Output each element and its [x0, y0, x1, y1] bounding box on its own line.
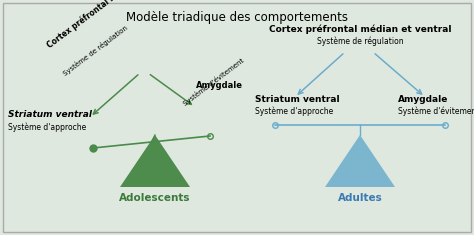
- Text: Système d'évitement: Système d'évitement: [182, 57, 246, 107]
- Text: Amygdale: Amygdale: [196, 81, 243, 90]
- Polygon shape: [325, 135, 395, 187]
- Text: Striatum ventral: Striatum ventral: [8, 110, 92, 119]
- Text: Système de régulation: Système de régulation: [317, 37, 403, 47]
- Text: Adolescents: Adolescents: [119, 193, 191, 203]
- Text: Système d'évitement: Système d'évitement: [398, 107, 474, 117]
- Text: Cortex préfrontal médian et ventral: Cortex préfrontal médian et ventral: [269, 25, 451, 35]
- Text: Système d'approche: Système d'approche: [255, 107, 333, 117]
- Text: Système de régulation: Système de régulation: [62, 24, 129, 77]
- Text: Amygdale: Amygdale: [398, 95, 448, 104]
- Text: Modèle triadique des comportements: Modèle triadique des comportements: [126, 11, 348, 24]
- Text: Striatum ventral: Striatum ventral: [255, 95, 340, 104]
- Text: Adultes: Adultes: [337, 193, 383, 203]
- Text: Cortex préfrontal médian et ventral: Cortex préfrontal médian et ventral: [45, 0, 174, 50]
- Text: Système d'approche: Système d'approche: [8, 123, 86, 133]
- Polygon shape: [120, 135, 190, 187]
